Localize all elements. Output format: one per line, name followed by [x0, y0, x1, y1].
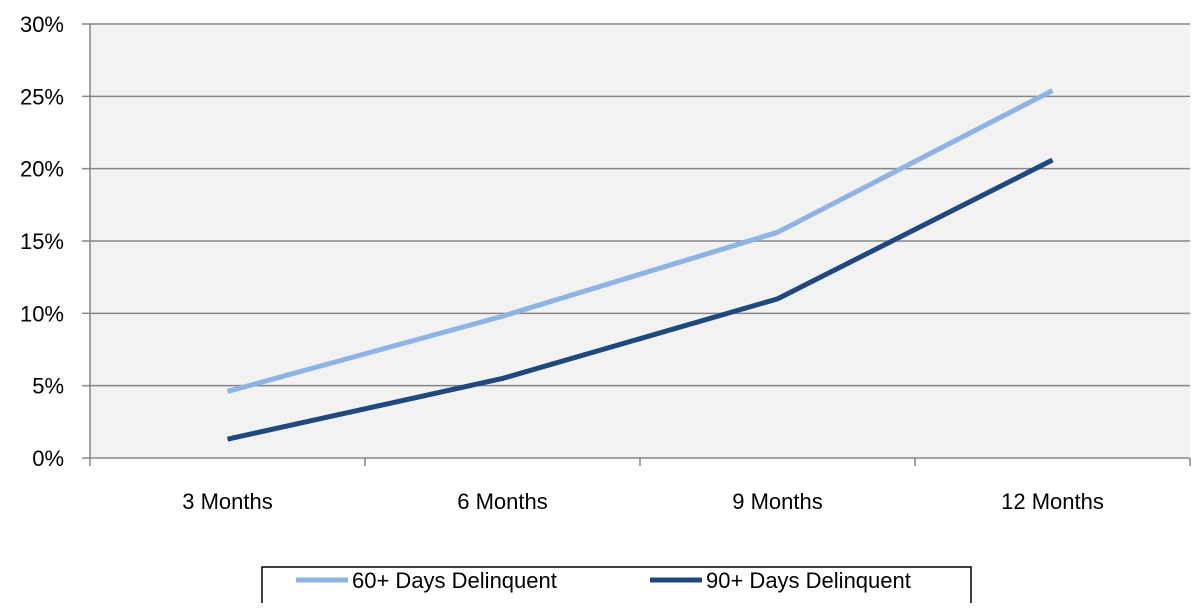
y-tick-label: 15% — [20, 229, 64, 254]
x-tick-label: 3 Months — [182, 489, 273, 514]
y-tick-label: 30% — [20, 12, 64, 37]
x-tick-label: 6 Months — [457, 489, 548, 514]
x-tick-label: 12 Months — [1001, 489, 1104, 514]
y-tick-label: 20% — [20, 157, 64, 182]
y-tick-label: 25% — [20, 84, 64, 109]
x-tick-label: 9 Months — [732, 489, 823, 514]
legend: 60+ Days Delinquent 90+ Days Delinquent — [262, 567, 971, 603]
legend-label: 60+ Days Delinquent — [352, 568, 557, 593]
y-tick-label: 10% — [20, 301, 64, 326]
y-tick-label: 5% — [32, 374, 64, 399]
legend-label: 90+ Days Delinquent — [706, 568, 911, 593]
y-tick-label: 0% — [32, 446, 64, 471]
y-axis-tick-labels: 0% 5% 10% 15% 20% 25% 30% — [20, 12, 64, 471]
x-axis-tick-labels: 3 Months 6 Months 9 Months 12 Months — [182, 489, 1104, 514]
